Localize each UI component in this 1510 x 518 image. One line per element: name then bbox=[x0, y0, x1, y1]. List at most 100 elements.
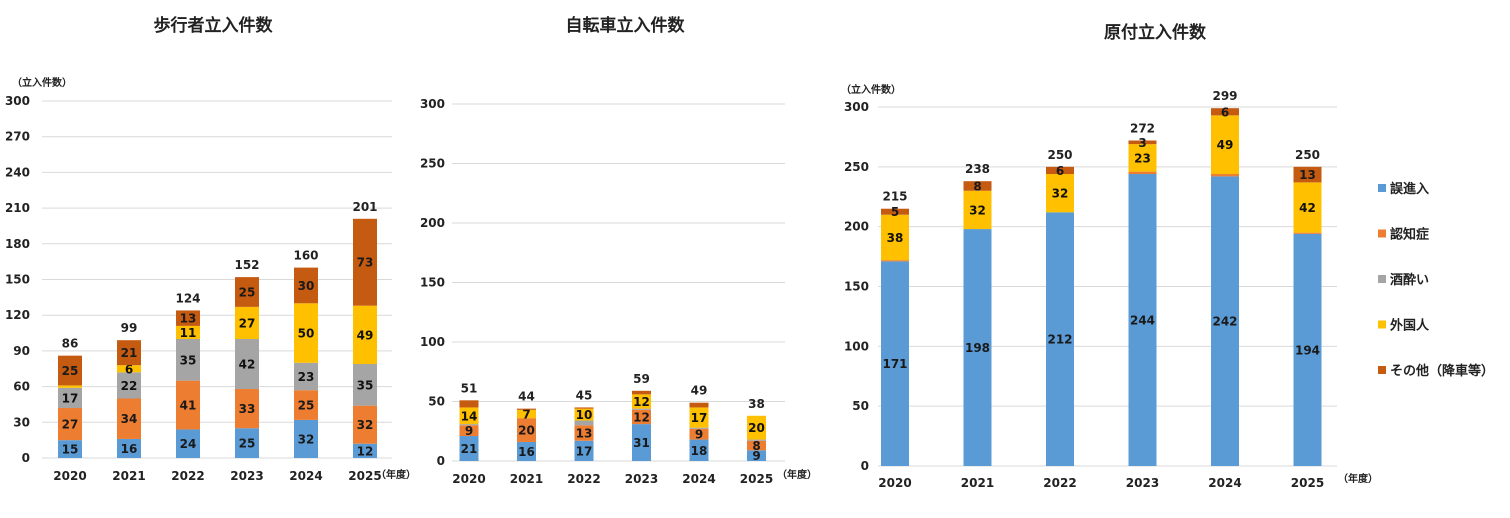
x-tick-label: 2022 bbox=[1043, 476, 1076, 490]
bar-segment bbox=[176, 339, 200, 381]
bar-segment bbox=[1128, 144, 1157, 172]
x-tick-label: 2025 bbox=[740, 472, 773, 486]
data-label: 8 bbox=[752, 439, 760, 453]
bar-segment bbox=[294, 267, 318, 304]
data-label: 17 bbox=[576, 444, 593, 458]
bar-segment bbox=[689, 428, 709, 440]
bar-segment bbox=[632, 424, 651, 461]
data-label: 27 bbox=[239, 316, 256, 330]
bar-segment bbox=[747, 440, 766, 451]
bar-segment bbox=[747, 439, 766, 441]
data-label: 42 bbox=[239, 357, 256, 371]
chart-title: 歩行者立入件数 bbox=[154, 15, 274, 36]
x-axis-label: （年度） bbox=[376, 468, 416, 481]
y-tick-label: 150 bbox=[5, 273, 30, 287]
bar-segment bbox=[881, 214, 909, 261]
data-label: 12 bbox=[633, 410, 650, 424]
x-tick-label: 2020 bbox=[452, 472, 485, 486]
total-label: 86 bbox=[62, 337, 79, 351]
data-label: 31 bbox=[633, 436, 650, 450]
y-tick-label: 250 bbox=[420, 157, 445, 171]
bar-segment bbox=[235, 388, 259, 429]
bar-segment bbox=[235, 428, 259, 458]
bar-segment bbox=[459, 425, 479, 437]
legend-swatch bbox=[1378, 184, 1386, 192]
y-tick-label: 200 bbox=[420, 216, 445, 230]
data-label: 15 bbox=[62, 443, 79, 457]
data-label: 42 bbox=[1299, 201, 1316, 215]
x-tick-label: 2021 bbox=[961, 476, 994, 490]
data-label: 9 bbox=[695, 428, 703, 442]
bar-segment bbox=[747, 415, 766, 440]
y-tick-label: 200 bbox=[844, 220, 869, 234]
total-label: 238 bbox=[965, 162, 990, 176]
data-label: 242 bbox=[1212, 315, 1237, 329]
data-label: 13 bbox=[180, 312, 197, 326]
data-label: 6 bbox=[1056, 164, 1064, 178]
bar-segment bbox=[747, 450, 766, 461]
total-label: 99 bbox=[121, 321, 138, 335]
chart-3: 原付立入件数050100150200250300（立入件数）（年度）171385… bbox=[841, 22, 1378, 490]
data-label: 25 bbox=[239, 437, 256, 451]
bar-segment bbox=[294, 362, 318, 391]
total-label: 51 bbox=[461, 381, 478, 395]
bar-segment bbox=[517, 409, 536, 419]
bar-segment bbox=[1046, 212, 1074, 466]
bar-segment bbox=[294, 390, 318, 420]
bar-segment bbox=[1293, 233, 1322, 466]
data-label: 7 bbox=[522, 407, 530, 421]
x-tick-label: 2024 bbox=[1208, 476, 1241, 490]
x-axis-label: （年度） bbox=[1338, 472, 1378, 485]
data-label: 41 bbox=[180, 399, 197, 413]
bar-segment bbox=[58, 385, 82, 388]
y-tick-label: 60 bbox=[13, 380, 30, 394]
x-tick-label: 2023 bbox=[1126, 476, 1159, 490]
data-label: 35 bbox=[180, 353, 197, 367]
total-label: 152 bbox=[234, 258, 259, 272]
data-label: 73 bbox=[357, 256, 374, 270]
data-label: 25 bbox=[62, 364, 79, 378]
bar-segment bbox=[58, 440, 82, 458]
x-tick-label: 2025 bbox=[1291, 476, 1324, 490]
total-label: 250 bbox=[1047, 148, 1072, 162]
x-tick-label: 2022 bbox=[171, 469, 204, 483]
data-label: 11 bbox=[180, 326, 197, 340]
bar-segment bbox=[1128, 140, 1157, 145]
data-label: 6 bbox=[1221, 105, 1229, 119]
x-tick-label: 2021 bbox=[112, 469, 145, 483]
bar-segment bbox=[517, 441, 536, 461]
bar-segment bbox=[689, 402, 709, 408]
legend-label: その他（降車等） bbox=[1390, 363, 1494, 379]
y-axis-label: （立入件数） bbox=[12, 76, 72, 89]
bar-segment bbox=[517, 408, 536, 410]
bar-segment bbox=[1211, 115, 1239, 175]
data-label: 18 bbox=[691, 444, 708, 458]
legend-label: 外国人 bbox=[1389, 318, 1430, 334]
bar-segment bbox=[689, 439, 709, 461]
bar-segment bbox=[1211, 176, 1239, 466]
data-label: 16 bbox=[121, 442, 138, 456]
total-label: 49 bbox=[691, 384, 708, 398]
bar-segment bbox=[881, 260, 909, 262]
total-label: 250 bbox=[1295, 148, 1320, 162]
bar-segment bbox=[353, 443, 377, 458]
bar-segment bbox=[117, 365, 141, 373]
bar-segment bbox=[176, 310, 200, 326]
data-label: 194 bbox=[1295, 343, 1320, 357]
data-label: 25 bbox=[239, 285, 256, 299]
bar-segment bbox=[459, 436, 479, 461]
bar-segment bbox=[1293, 232, 1322, 234]
bar-segment bbox=[459, 407, 479, 425]
data-label: 49 bbox=[357, 328, 374, 342]
bar-segment bbox=[632, 390, 651, 395]
bar-segment bbox=[1211, 174, 1239, 177]
bar-segment bbox=[1128, 174, 1157, 466]
bar-segment bbox=[117, 438, 141, 458]
bar-segment bbox=[1293, 182, 1322, 233]
x-axis-label: （年度） bbox=[777, 468, 817, 481]
x-tick-label: 2020 bbox=[53, 469, 86, 483]
data-label: 21 bbox=[461, 442, 478, 456]
bar-segment bbox=[574, 440, 594, 461]
legend-swatch bbox=[1378, 275, 1386, 283]
data-label: 244 bbox=[1130, 314, 1155, 328]
